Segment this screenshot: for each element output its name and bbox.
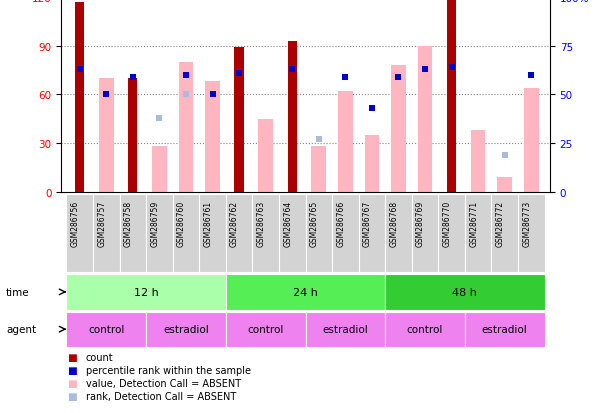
Bar: [491, 194, 518, 273]
Text: GSM286756: GSM286756: [71, 200, 79, 247]
Text: agent: agent: [6, 324, 36, 335]
Bar: [338, 92, 353, 192]
Bar: [75, 3, 84, 192]
Bar: [279, 194, 306, 273]
Bar: [312, 147, 326, 192]
Text: control: control: [247, 324, 284, 335]
Text: 24 h: 24 h: [293, 287, 318, 297]
Bar: [365, 135, 379, 192]
Text: GSM286758: GSM286758: [124, 200, 133, 247]
Bar: [152, 147, 167, 192]
Text: GSM286761: GSM286761: [203, 200, 213, 247]
Text: GSM286768: GSM286768: [389, 200, 398, 247]
Text: GSM286757: GSM286757: [97, 200, 106, 247]
Text: ■: ■: [67, 352, 77, 363]
Text: time: time: [6, 287, 30, 297]
Bar: [306, 312, 385, 347]
Bar: [438, 194, 465, 273]
Text: ■: ■: [67, 378, 77, 388]
Bar: [418, 47, 433, 192]
Text: GSM286767: GSM286767: [363, 200, 372, 247]
Bar: [288, 42, 297, 192]
Text: rank, Detection Call = ABSENT: rank, Detection Call = ABSENT: [86, 391, 236, 401]
Bar: [518, 194, 544, 273]
Text: GSM286773: GSM286773: [522, 200, 532, 247]
Bar: [412, 194, 438, 273]
Bar: [359, 194, 385, 273]
Text: ■: ■: [67, 391, 77, 401]
Bar: [306, 194, 332, 273]
Text: GSM286759: GSM286759: [150, 200, 159, 247]
Bar: [235, 48, 244, 192]
Bar: [67, 275, 226, 310]
Text: 48 h: 48 h: [453, 287, 477, 297]
Text: control: control: [407, 324, 443, 335]
Bar: [199, 194, 226, 273]
Bar: [226, 194, 252, 273]
Text: GSM286770: GSM286770: [442, 200, 452, 247]
Bar: [385, 194, 412, 273]
Text: estradiol: estradiol: [163, 324, 209, 335]
Bar: [471, 131, 486, 192]
Bar: [447, 1, 456, 192]
Bar: [385, 275, 544, 310]
Bar: [332, 194, 359, 273]
Bar: [178, 63, 193, 192]
Bar: [465, 312, 544, 347]
Bar: [146, 194, 173, 273]
Bar: [93, 194, 120, 273]
Text: estradiol: estradiol: [323, 324, 368, 335]
Bar: [67, 312, 146, 347]
Bar: [128, 79, 137, 192]
Bar: [99, 79, 114, 192]
Bar: [120, 194, 146, 273]
Bar: [385, 312, 465, 347]
Text: GSM286766: GSM286766: [336, 200, 345, 247]
Bar: [67, 194, 93, 273]
Text: GSM286765: GSM286765: [310, 200, 319, 247]
Bar: [252, 194, 279, 273]
Bar: [173, 194, 199, 273]
Text: GSM286771: GSM286771: [469, 200, 478, 247]
Bar: [205, 82, 220, 192]
Text: GSM286769: GSM286769: [416, 200, 425, 247]
Bar: [524, 88, 539, 192]
Bar: [497, 178, 512, 192]
Text: 12 h: 12 h: [134, 287, 158, 297]
Bar: [146, 312, 226, 347]
Bar: [465, 194, 491, 273]
Bar: [391, 66, 406, 192]
Text: percentile rank within the sample: percentile rank within the sample: [86, 366, 251, 375]
Text: GSM286763: GSM286763: [257, 200, 266, 247]
Text: value, Detection Call = ABSENT: value, Detection Call = ABSENT: [86, 378, 241, 388]
Text: GSM286764: GSM286764: [284, 200, 292, 247]
Text: ■: ■: [67, 366, 77, 375]
Bar: [226, 312, 306, 347]
Bar: [226, 275, 385, 310]
Text: control: control: [88, 324, 125, 335]
Text: GSM286772: GSM286772: [496, 200, 505, 247]
Text: count: count: [86, 352, 113, 363]
Text: GSM286760: GSM286760: [177, 200, 186, 247]
Bar: [258, 119, 273, 192]
Text: estradiol: estradiol: [482, 324, 528, 335]
Text: GSM286762: GSM286762: [230, 200, 239, 247]
